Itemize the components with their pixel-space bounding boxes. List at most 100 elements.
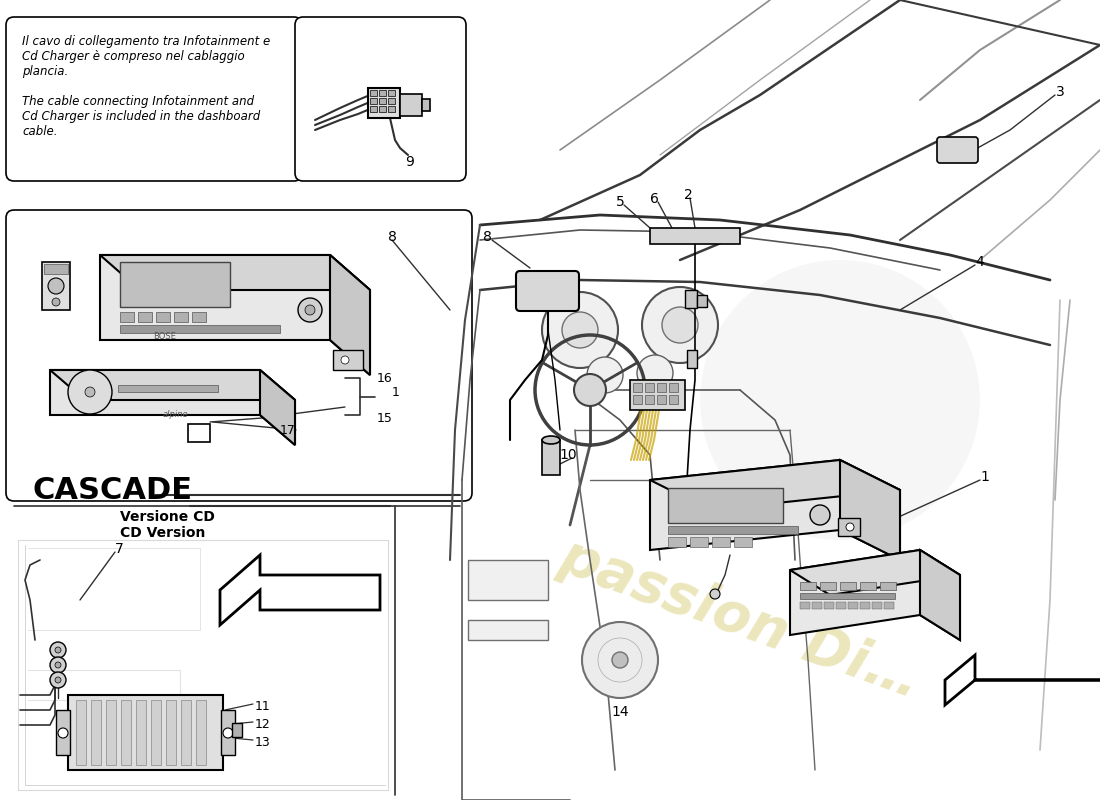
Circle shape: [574, 374, 606, 406]
Text: 8: 8: [387, 230, 396, 244]
Bar: [166, 700, 176, 765]
Bar: [118, 385, 218, 392]
Bar: [712, 537, 730, 547]
Text: 13: 13: [255, 736, 271, 749]
Bar: [379, 106, 386, 112]
FancyBboxPatch shape: [295, 17, 466, 181]
Bar: [685, 290, 697, 308]
Bar: [370, 106, 377, 112]
Bar: [136, 700, 146, 765]
Bar: [42, 262, 70, 310]
Bar: [368, 88, 400, 118]
Bar: [812, 602, 822, 609]
Text: 5: 5: [616, 195, 625, 209]
Bar: [221, 710, 235, 755]
Bar: [836, 602, 846, 609]
Bar: [669, 383, 678, 392]
Bar: [800, 582, 816, 590]
Bar: [734, 537, 752, 547]
Circle shape: [846, 523, 854, 531]
Polygon shape: [100, 255, 370, 290]
Circle shape: [58, 728, 68, 738]
Bar: [645, 395, 654, 404]
Bar: [884, 602, 894, 609]
Circle shape: [52, 298, 60, 306]
Bar: [232, 723, 242, 737]
Bar: [68, 695, 223, 770]
Circle shape: [582, 622, 658, 698]
Bar: [120, 325, 280, 333]
Bar: [697, 295, 707, 307]
Text: 9: 9: [406, 155, 415, 169]
Polygon shape: [650, 460, 900, 510]
Bar: [76, 700, 86, 765]
Bar: [657, 383, 665, 392]
Bar: [106, 700, 116, 765]
Circle shape: [662, 307, 698, 343]
Text: 1: 1: [392, 386, 400, 398]
Circle shape: [298, 298, 322, 322]
Polygon shape: [920, 550, 960, 640]
Bar: [182, 700, 191, 765]
Circle shape: [85, 387, 95, 397]
Bar: [668, 526, 797, 534]
Circle shape: [50, 642, 66, 658]
Bar: [669, 395, 678, 404]
Bar: [156, 312, 170, 322]
Bar: [632, 395, 642, 404]
Text: passion Di…: passion Di…: [552, 530, 927, 710]
Circle shape: [562, 312, 598, 348]
Circle shape: [710, 589, 720, 599]
Circle shape: [587, 357, 623, 393]
Circle shape: [341, 356, 349, 364]
Text: CASCADE: CASCADE: [32, 476, 192, 505]
Bar: [91, 700, 101, 765]
Text: 4: 4: [976, 255, 984, 269]
Bar: [370, 98, 377, 104]
Bar: [838, 518, 860, 536]
Bar: [388, 98, 395, 104]
Polygon shape: [330, 255, 370, 375]
Polygon shape: [220, 555, 380, 625]
Bar: [820, 582, 836, 590]
Bar: [848, 602, 858, 609]
Text: 15: 15: [377, 412, 393, 425]
Bar: [196, 700, 206, 765]
Bar: [645, 383, 654, 392]
Bar: [370, 90, 377, 96]
Circle shape: [55, 677, 60, 683]
Circle shape: [700, 260, 980, 540]
Polygon shape: [50, 370, 295, 400]
Bar: [388, 90, 395, 96]
FancyBboxPatch shape: [937, 137, 978, 163]
FancyBboxPatch shape: [516, 271, 579, 311]
Bar: [542, 440, 560, 475]
Bar: [56, 710, 70, 755]
Circle shape: [542, 292, 618, 368]
Polygon shape: [650, 460, 900, 560]
Text: 14: 14: [612, 705, 629, 719]
FancyBboxPatch shape: [6, 17, 302, 181]
Circle shape: [68, 370, 112, 414]
Polygon shape: [100, 255, 370, 375]
Bar: [174, 312, 188, 322]
Polygon shape: [50, 370, 295, 445]
Bar: [422, 99, 430, 111]
Bar: [630, 380, 685, 410]
Bar: [824, 602, 834, 609]
Bar: [400, 94, 422, 116]
Bar: [379, 98, 386, 104]
Polygon shape: [790, 550, 960, 640]
Polygon shape: [790, 550, 960, 595]
Text: 17: 17: [280, 424, 296, 437]
Bar: [632, 383, 642, 392]
Text: 6: 6: [650, 192, 659, 206]
Text: 8: 8: [483, 230, 492, 244]
Bar: [192, 312, 206, 322]
Bar: [151, 700, 161, 765]
Text: Il cavo di collegamento tra Infotainment e
Cd Charger è compreso nel cablaggio
p: Il cavo di collegamento tra Infotainment…: [22, 35, 271, 138]
Text: 1: 1: [980, 470, 989, 484]
Bar: [388, 106, 395, 112]
Bar: [840, 582, 856, 590]
Text: 16: 16: [377, 372, 393, 385]
